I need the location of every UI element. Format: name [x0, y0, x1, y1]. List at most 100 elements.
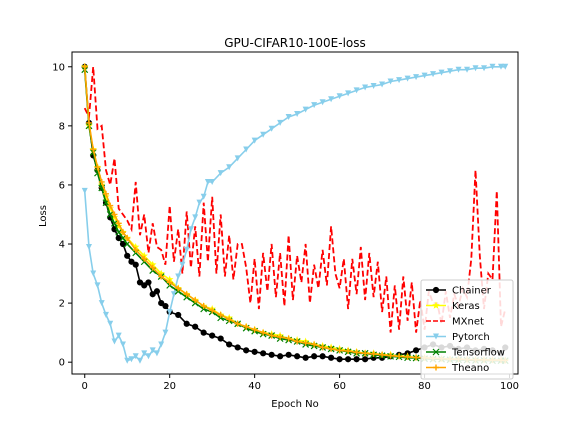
data-point-pytorch: [98, 300, 105, 307]
data-point-chainer: [119, 240, 127, 248]
data-point-chainer: [200, 329, 207, 336]
data-point-chainer: [226, 341, 233, 348]
data-point-theano: [115, 220, 122, 227]
data-point-theano: [175, 285, 182, 292]
data-point-theano: [404, 353, 411, 360]
x-tick-label: 40: [248, 381, 261, 392]
data-point-chainer: [145, 279, 152, 286]
data-point-pytorch: [455, 66, 462, 73]
data-point-pytorch: [498, 63, 505, 70]
data-point-pytorch: [145, 353, 152, 360]
data-point-pytorch: [447, 68, 454, 75]
data-point-chainer: [285, 351, 292, 358]
data-point-pytorch: [260, 131, 267, 138]
data-point-tensorflow: [111, 219, 118, 227]
data-point-theano: [119, 229, 126, 236]
legend: Chainer Keras MXnet Pytorch Tensorflow Theano: [420, 279, 514, 380]
data-point-keras: [165, 275, 174, 283]
data-point-theano: [107, 202, 114, 209]
data-point-chainer: [260, 350, 267, 357]
legend-label: MXnet: [452, 317, 484, 328]
data-point-pytorch: [472, 65, 479, 72]
data-point-keras: [131, 243, 140, 251]
data-point-theano: [370, 350, 377, 357]
data-point-theano: [111, 211, 118, 218]
data-point-keras: [140, 251, 148, 260]
data-point-theano: [260, 329, 267, 336]
data-point-chainer: [183, 320, 190, 327]
data-point-theano: [353, 349, 360, 356]
data-point-theano: [243, 323, 250, 330]
legend-label: Tensorflow: [451, 348, 505, 359]
legend-label: Chainer: [452, 286, 492, 297]
data-point-pytorch: [217, 170, 224, 177]
legend-item-mxnet: MXnet: [426, 317, 484, 328]
data-point-theano: [98, 178, 105, 185]
data-point-theano: [396, 353, 403, 360]
data-point-theano: [192, 297, 199, 304]
data-point-pytorch: [387, 78, 394, 85]
data-point-chainer: [115, 235, 122, 242]
data-point-chainer: [344, 356, 352, 363]
data-point-pytorch: [200, 193, 207, 200]
data-point-theano: [85, 119, 92, 126]
data-point-pytorch: [141, 350, 148, 357]
data-point-pytorch: [204, 178, 211, 185]
chart-title: GPU-CIFAR10-100E-loss: [224, 36, 366, 50]
data-point-pytorch: [115, 332, 122, 339]
data-point-chainer: [361, 356, 369, 363]
data-point-theano: [311, 341, 318, 348]
data-point-pytorch: [111, 338, 118, 345]
data-point-chainer: [243, 347, 250, 354]
x-tick-label: 60: [333, 381, 346, 392]
legend-marker: [432, 286, 440, 294]
data-point-pytorch: [149, 347, 156, 354]
legend-marker: [432, 348, 440, 356]
x-tick-label: 80: [418, 381, 431, 392]
data-point-theano: [277, 334, 284, 341]
data-point-theano: [149, 264, 156, 271]
y-tick-label: 8: [59, 121, 65, 132]
data-point-pytorch: [311, 102, 318, 109]
data-point-pytorch: [90, 270, 97, 277]
data-point-tensorflow: [115, 228, 123, 236]
data-point-theano: [166, 279, 173, 286]
data-point-chainer: [128, 258, 135, 265]
data-point-pytorch: [345, 90, 352, 97]
legend-item-keras: Keras: [426, 301, 480, 312]
data-point-pytorch: [119, 341, 126, 348]
data-point-chainer: [268, 351, 275, 358]
data-point-pytorch: [226, 164, 233, 171]
data-point-pytorch: [251, 137, 258, 144]
data-point-pytorch: [421, 72, 428, 79]
data-point-chainer: [302, 354, 309, 361]
data-point-keras: [157, 269, 165, 277]
data-point-pytorch: [196, 199, 203, 206]
data-point-pytorch: [187, 226, 194, 233]
data-point-pytorch: [234, 155, 241, 162]
data-point-chainer: [124, 252, 131, 259]
data-point-chainer: [192, 323, 199, 330]
data-point-chainer: [294, 353, 301, 360]
legend-label: Keras: [452, 301, 480, 312]
data-point-theano: [226, 316, 233, 323]
data-point-pytorch: [438, 69, 445, 76]
y-tick-label: 2: [59, 299, 65, 310]
data-point-theano: [345, 347, 352, 354]
y-tick-label: 0: [59, 358, 65, 369]
data-point-chainer: [412, 347, 420, 354]
legend-marker: [433, 333, 439, 340]
data-point-pytorch: [302, 106, 309, 113]
data-point-theano: [302, 339, 309, 346]
data-point-chainer: [132, 261, 139, 268]
data-point-theano: [319, 344, 326, 351]
y-tick-label: 6: [59, 180, 65, 191]
data-point-chainer: [136, 279, 144, 286]
data-point-theano: [251, 326, 258, 333]
data-point-theano: [413, 354, 420, 361]
data-point-theano: [158, 273, 165, 280]
data-point-chainer: [319, 353, 326, 360]
data-point-chainer: [217, 335, 224, 342]
plot-frame: [71, 51, 519, 375]
data-point-pytorch: [107, 320, 114, 327]
